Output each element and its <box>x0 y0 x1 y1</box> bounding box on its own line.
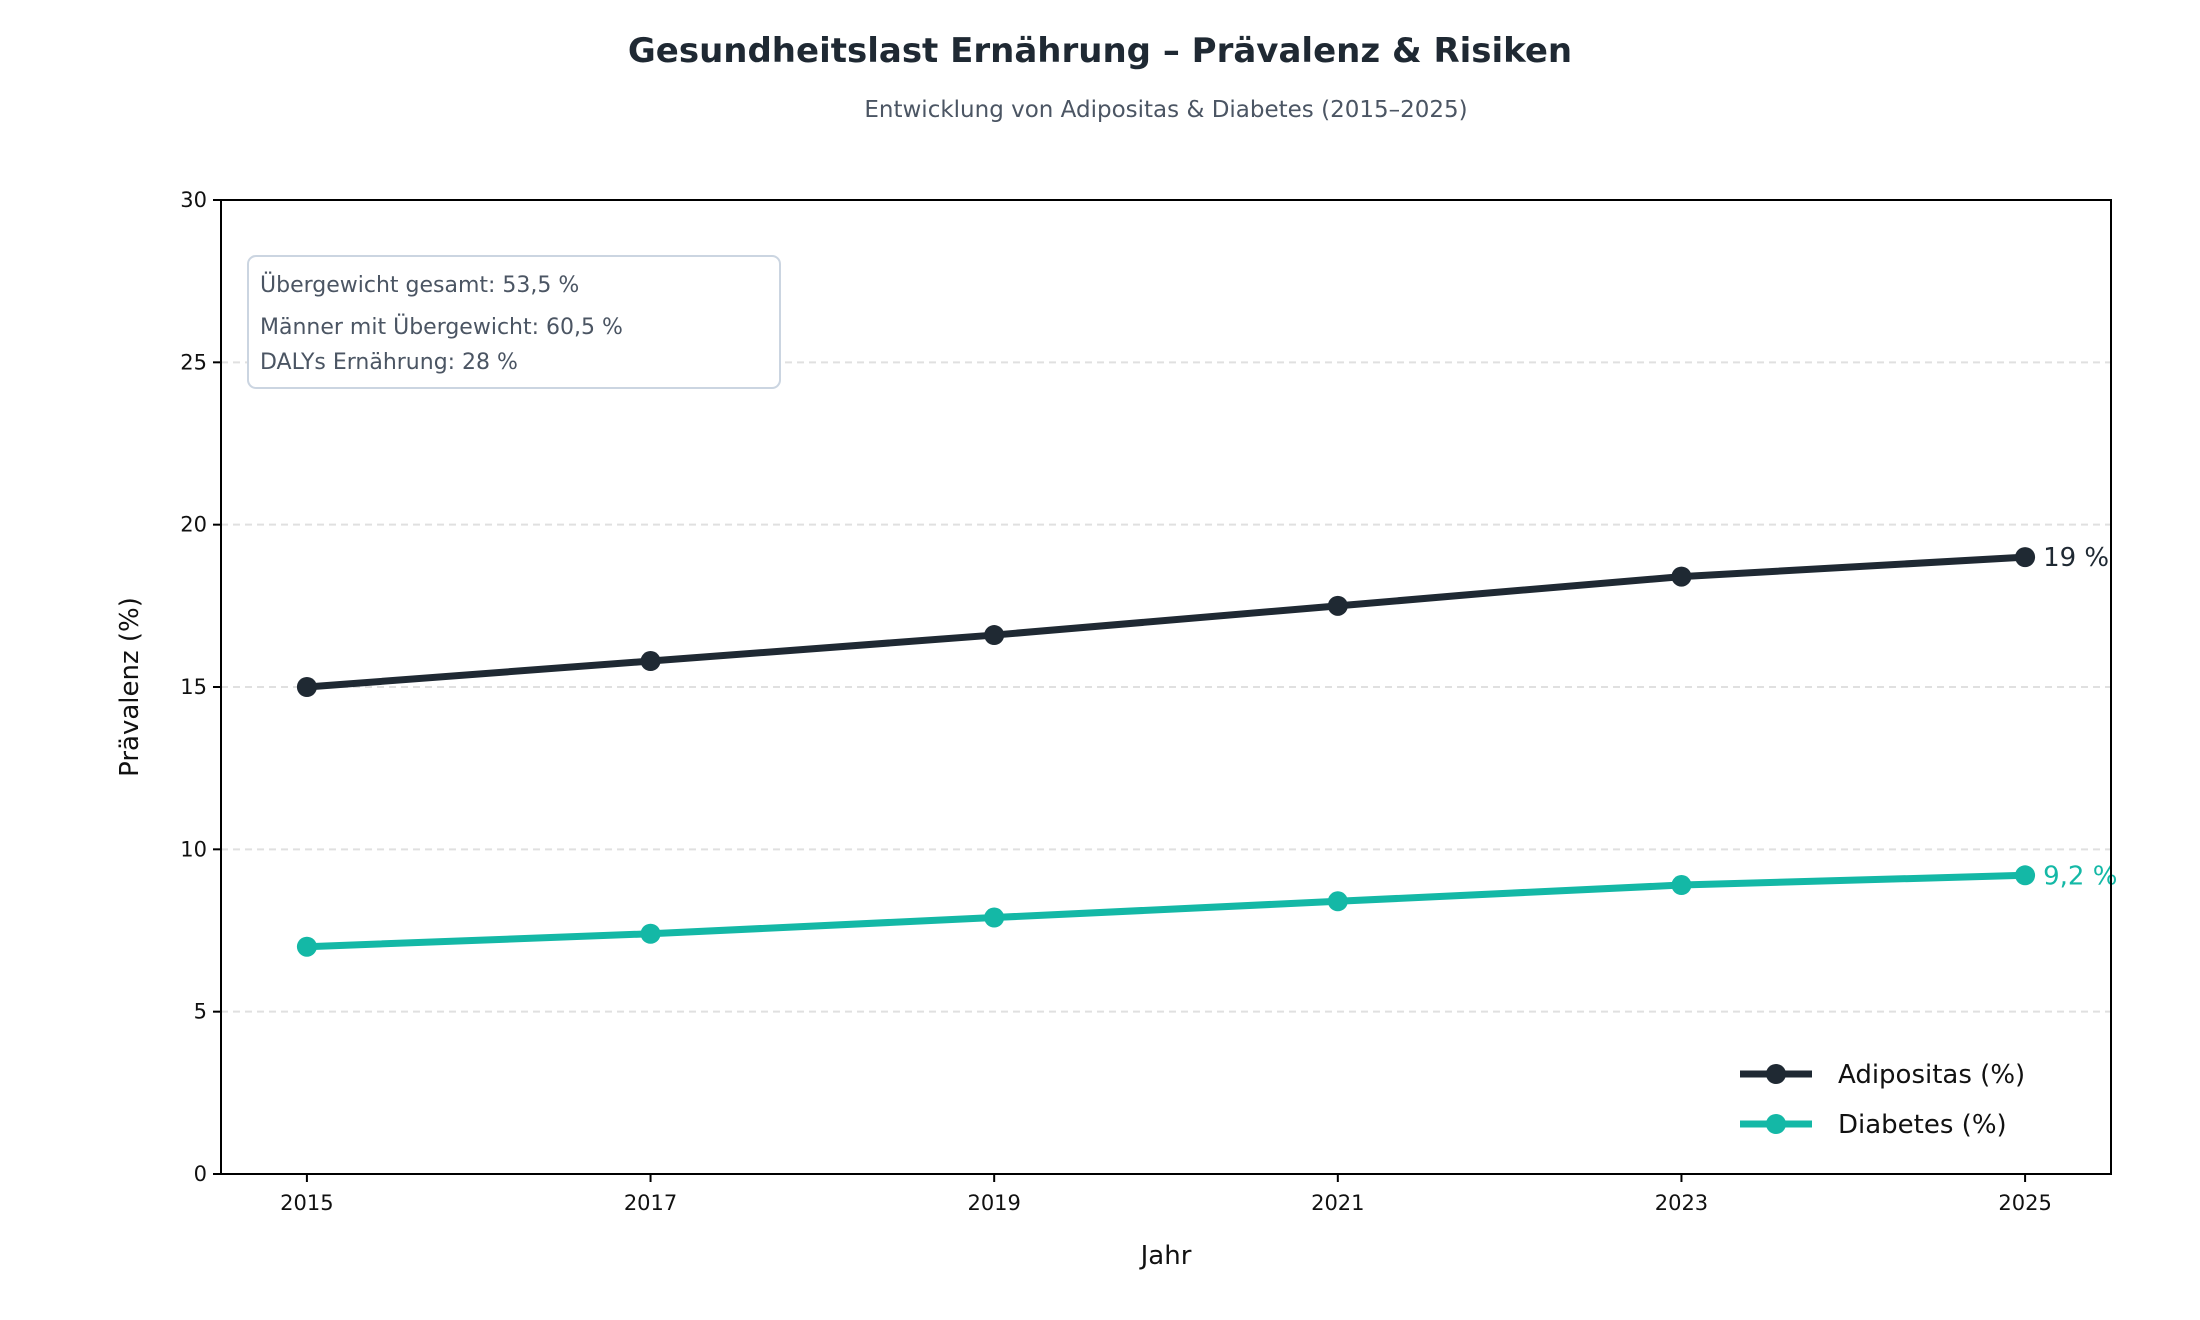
x-tick-label: 2017 <box>624 1191 677 1215</box>
end-label: 9,2 % <box>2043 861 2117 891</box>
data-point <box>984 907 1005 928</box>
chart-subtitle: Entwicklung von Adipositas & Diabetes (2… <box>864 97 1467 123</box>
legend: Adipositas (%) Diabetes (%) <box>1740 1060 2025 1140</box>
x-tick-label: 2019 <box>967 1191 1020 1215</box>
chart-title: Gesundheitslast Ernährung – Prävalenz & … <box>628 31 1572 71</box>
data-point <box>2015 547 2036 568</box>
y-tick-label: 15 <box>180 675 207 699</box>
legend-marker <box>1766 1064 1786 1084</box>
y-tick-label: 30 <box>180 188 207 212</box>
data-point <box>984 625 1005 646</box>
y-tick-label: 25 <box>180 350 207 374</box>
legend-label: Diabetes (%) <box>1838 1110 2007 1140</box>
annotation-line: Männer mit Übergewicht: 60,5 % <box>260 314 623 340</box>
data-point <box>640 923 661 944</box>
legend-label: Adipositas (%) <box>1838 1060 2025 1090</box>
annotation-box: Übergewicht gesamt: 53,5 % Männer mit Üb… <box>247 255 781 389</box>
y-axis-label: Prävalenz (%) <box>115 597 145 777</box>
data-point <box>296 936 317 957</box>
data-point <box>1327 595 1348 616</box>
data-point <box>1671 566 1692 587</box>
y-tick-label: 0 <box>194 1162 207 1186</box>
data-point <box>640 651 661 672</box>
x-tick-label: 2021 <box>1311 1191 1364 1215</box>
x-tick-label: 2015 <box>280 1191 333 1215</box>
data-point <box>296 677 317 697</box>
x-tick-label: 2023 <box>1655 1191 1708 1215</box>
y-tick-label: 10 <box>180 837 207 861</box>
legend-marker <box>1766 1114 1786 1134</box>
annotation-line: Übergewicht gesamt: 53,5 % <box>260 272 579 298</box>
y-tick-label: 20 <box>180 513 207 537</box>
data-point <box>2015 865 2036 886</box>
series-line <box>306 553 2026 691</box>
series-line <box>306 871 2026 951</box>
x-axis-label: Jahr <box>1139 1241 1192 1271</box>
end-label: 19 % <box>2043 543 2109 573</box>
annotation-line: DALYs Ernährung: 28 % <box>260 350 518 375</box>
x-tick-label: 2025 <box>1998 1191 2051 1215</box>
y-tick-label: 5 <box>194 1000 207 1024</box>
data-point <box>1671 875 1692 896</box>
data-point <box>1327 891 1348 912</box>
